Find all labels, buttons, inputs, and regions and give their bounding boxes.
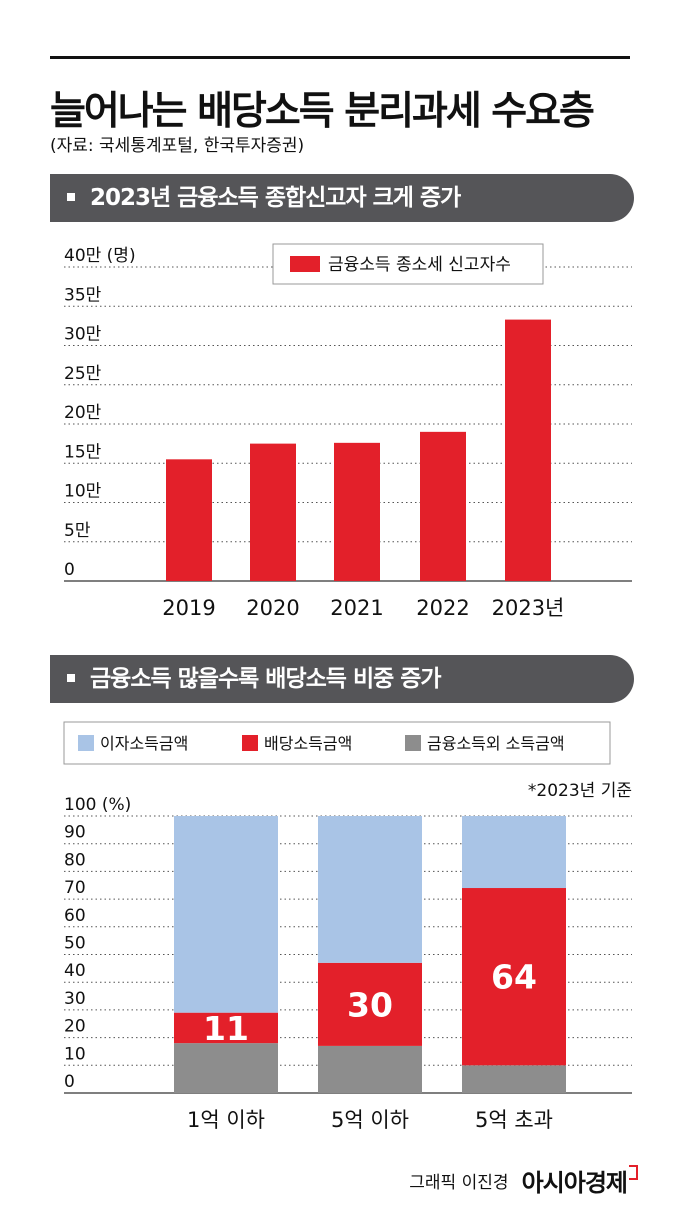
y-tick-label: 5만 xyxy=(64,521,91,541)
y-tick-label: 25만 xyxy=(64,364,102,384)
y-tick-label: 10만 xyxy=(64,482,102,502)
bar xyxy=(334,442,380,581)
brand-logo: 아시아경제 xyxy=(521,1169,628,1197)
y-tick-label: 0 xyxy=(64,560,75,580)
x-tick-label: 2019 xyxy=(162,596,215,620)
y-tick-label: 30만 xyxy=(64,325,102,345)
data-label: 64 xyxy=(491,958,537,997)
data-label: 11 xyxy=(203,1009,249,1048)
y-tick-label: 20 xyxy=(64,1017,86,1037)
bar-segment xyxy=(462,816,566,889)
section-banner-2: 금융소득 많을수록 배당소득 비중 증가 xyxy=(50,655,634,703)
bar xyxy=(250,443,296,581)
bar xyxy=(166,459,212,581)
y-tick-label: 40 xyxy=(64,961,86,981)
section-title-2: 금융소득 많을수록 배당소득 비중 증가 xyxy=(90,666,442,692)
y-tick-label: 90 xyxy=(64,823,86,843)
legend-swatch xyxy=(242,735,258,751)
bar-segment xyxy=(462,1065,566,1093)
x-tick-label: 2021 xyxy=(330,596,383,620)
chart-filers: 0 5만 10만 15만 20만 25만 30만 35만 40만 (명) 2019 2020 2021… xyxy=(64,243,632,620)
legend-swatch xyxy=(405,735,421,751)
legend-label: 금융소득 종소세 신고자수 xyxy=(328,255,511,275)
legend-label: 금융소득외 소득금액 xyxy=(427,734,565,753)
bullet-square-icon xyxy=(67,674,75,682)
y-tick-label: 30 xyxy=(64,989,86,1009)
legend-swatch xyxy=(78,735,94,751)
y-tick-label: 20만 xyxy=(64,403,102,423)
bullet-square-icon xyxy=(67,193,75,201)
section-title-1: 2023년 금융소득 종합신고자 크게 증가 xyxy=(90,185,461,211)
y-tick-label: 0 xyxy=(64,1072,75,1092)
y-tick-label: 50 xyxy=(64,934,86,954)
y-tick-label: 70 xyxy=(64,878,86,898)
y-tick-label: 60 xyxy=(64,906,86,926)
page-title: 늘어나는 배당소득 분리과세 수요층 xyxy=(50,89,595,134)
y-tick-label: 40만 (명) xyxy=(64,246,136,266)
top-rule xyxy=(50,56,630,59)
legend-label: 이자소득금액 xyxy=(100,734,188,753)
bar xyxy=(420,431,466,581)
y-tick-label: 15만 xyxy=(64,442,102,462)
bar-segment xyxy=(318,816,422,963)
x-tick-label: 2020 xyxy=(246,596,299,620)
x-tick-label: 5억 이하 xyxy=(331,1108,409,1132)
source-note: (자료: 국세통계포털, 한국투자증권) xyxy=(50,136,305,156)
y-tick-label: 35만 xyxy=(64,285,102,305)
y-tick-label: 80 xyxy=(64,850,86,870)
legend-box xyxy=(63,721,611,765)
legend-label: 배당소득금액 xyxy=(264,734,352,753)
x-tick-label: 2022 xyxy=(416,596,469,620)
x-tick-label: 2023년 xyxy=(492,596,565,620)
bar-segment xyxy=(174,1012,278,1044)
brand-mark-icon xyxy=(629,1165,638,1180)
reference-note: *2023년 기준 xyxy=(528,781,632,801)
bar-segment xyxy=(462,888,566,1066)
bar-segment xyxy=(318,962,422,1046)
data-label: 30 xyxy=(347,985,393,1024)
footer: 그래픽 이진경 아시아경제 xyxy=(409,1163,638,1198)
bar-segment xyxy=(174,1043,278,1093)
chart-income-composition: 0 10 20 30 40 50 60 70 80 90 100 (%) 11 1억 이하 30 5억 이하… xyxy=(63,721,632,1132)
legend-swatch xyxy=(290,256,320,272)
x-tick-label: 1억 이하 xyxy=(187,1108,265,1132)
y-tick-label: 100 (%) xyxy=(64,795,131,815)
x-tick-label: 5억 초과 xyxy=(475,1108,553,1132)
bar-segment xyxy=(318,1045,422,1093)
graphic-credit: 그래픽 이진경 xyxy=(409,1173,509,1193)
section-banner-1: 2023년 금융소득 종합신고자 크게 증가 xyxy=(50,174,634,222)
y-tick-label: 10 xyxy=(64,1044,86,1064)
bar xyxy=(505,319,551,581)
bar-segment xyxy=(174,816,278,1013)
